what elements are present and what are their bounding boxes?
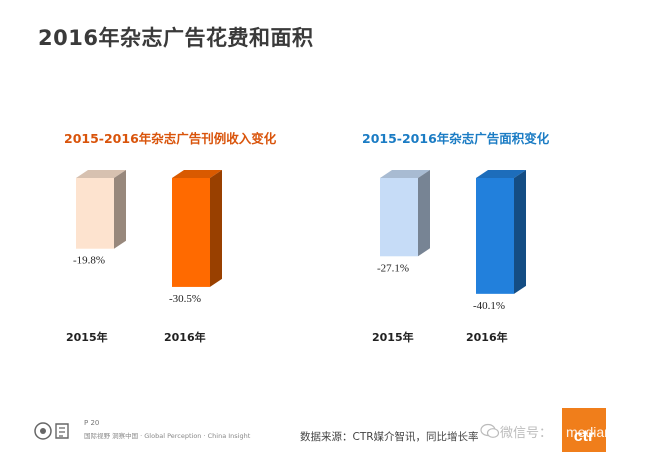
category-label: 2015年	[372, 331, 414, 344]
bar-top-face	[476, 170, 526, 178]
category-label: 2016年	[466, 331, 508, 344]
bar-value-label: -30.5%	[169, 293, 201, 305]
watermark-text: 微信号：	[500, 426, 553, 441]
bar-top-face	[76, 170, 126, 178]
bar-value-label: -27.1%	[377, 262, 409, 274]
page-number: P 20	[84, 419, 100, 427]
bar	[380, 178, 418, 257]
chart-title-revenue: 2015-2016年杂志广告刊例收入变化	[64, 131, 277, 146]
wechat-icon	[480, 423, 500, 438]
bar-top-face	[172, 170, 222, 178]
brand-text: ctr	[573, 428, 595, 445]
bar-top-face	[380, 170, 430, 178]
bar-side-face	[514, 170, 526, 294]
chart-title-area: 2015-2016年杂志广告面积变化	[362, 131, 550, 146]
data-source: 数据来源：CTR媒介智讯，同比增长率	[300, 431, 479, 443]
watermark-latin: mediam	[566, 424, 616, 440]
category-label: 2015年	[66, 331, 108, 344]
ctr-brand-logo: ctr	[562, 408, 606, 452]
bar-side-face	[418, 170, 430, 257]
bar-value-label: -40.1%	[473, 300, 505, 312]
slogan: 国际视野 洞察中国 · Global Perception · China In…	[84, 432, 251, 440]
bar-value-label: -19.8%	[73, 255, 105, 267]
bar	[476, 178, 514, 294]
page-title: 2016年杂志广告花费和面积	[38, 26, 314, 50]
ctr-seal-logo	[34, 422, 69, 440]
bar-side-face	[210, 170, 222, 287]
bar	[172, 178, 210, 287]
bar-side-face	[114, 170, 126, 249]
bar	[76, 178, 114, 249]
category-label: 2016年	[164, 331, 206, 344]
